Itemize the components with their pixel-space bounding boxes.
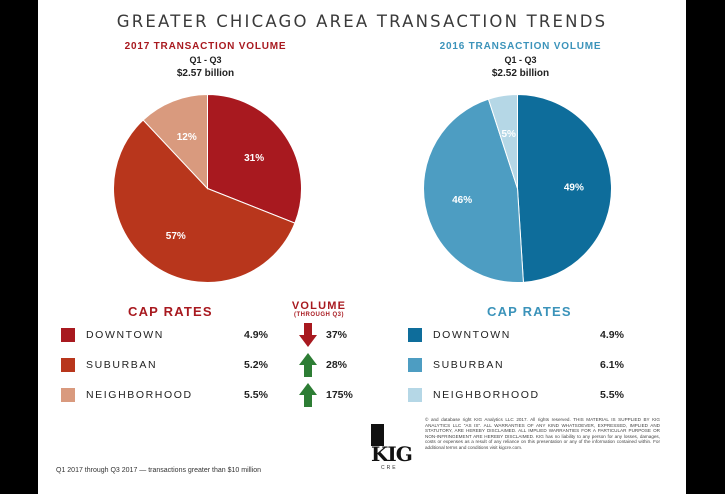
volume-change-value: 175% [326,389,353,401]
left-cap-rates-title: CAP RATES [128,304,213,319]
right-heading: 2016 TRANSACTION VOLUME [439,41,602,52]
suburban-swatch [61,358,75,372]
neighborhood-swatch [61,388,75,402]
pie-2016-slice-label-neighborhood: 5% [501,129,516,140]
logo-subtext: CRE [381,465,398,471]
suburban-swatch [408,358,422,372]
pie-chart-2016: 49% 46% 5% [423,93,612,283]
left-heading: 2017 TRANSACTION VOLUME [124,41,287,52]
volume-change-value: 37% [326,329,348,341]
right-total: $2.52 billion [491,68,550,79]
legend-row-suburban-2016: SUBURBAN 6.1% [408,357,638,377]
infographic-page: GREATER CHICAGO AREA TRANSACTION TRENDS … [38,0,686,494]
legend-row-suburban-2017: SUBURBAN 5.2% 28% [61,353,361,377]
legend-label: NEIGHBORHOOD [433,389,540,401]
right-period: Q1 - Q3 [504,55,537,65]
pie-chart-2017: 31% 57% 12% [113,93,302,283]
logo-text: KIG [371,442,413,466]
cap-rate-value: 5.5% [600,389,624,401]
pie-2017-slice-label-downtown: 31% [244,153,264,164]
downtown-swatch [408,328,422,342]
pie-2017-slice-suburban [113,119,296,283]
legend-label: DOWNTOWN [86,329,164,341]
pie-2017-slice-downtown [207,93,302,224]
legend-label: NEIGHBORHOOD [86,389,193,401]
legend-row-downtown-2017: DOWNTOWN 4.9% 37% [61,323,361,347]
legend-row-neighborhood-2017: NEIGHBORHOOD 5.5% 175% [61,383,361,407]
legal-disclaimer: © and database right KIG Analytics LLC 2… [425,417,660,450]
legend-row-neighborhood-2016: NEIGHBORHOOD 5.5% [408,387,638,407]
arrow-down-icon [299,323,317,347]
pie-2016-slice-suburban [423,98,524,283]
legend-row-downtown-2016: DOWNTOWN 4.9% [408,327,638,347]
arrow-up-icon [299,353,317,377]
volume-change-value: 28% [326,359,348,371]
downtown-swatch [61,328,75,342]
page-title: GREATER CHICAGO AREA TRANSACTION TRENDS [116,12,608,31]
volume-subtitle: (THROUGH Q3) [294,312,344,318]
pie-2016-slice-label-downtown: 49% [564,183,584,194]
cap-rate-value: 5.2% [244,359,268,371]
right-cap-rates-title: CAP RATES [487,304,572,319]
cap-rate-value: 6.1% [600,359,624,371]
cap-rate-value: 5.5% [244,389,268,401]
pie-2016-slice-label-suburban: 46% [452,195,472,206]
cap-rate-value: 4.9% [600,329,624,341]
footnote: Q1 2017 through Q3 2017 — transactions g… [56,467,262,474]
kig-logo: KIG CRE [371,424,415,474]
volume-title: VOLUME [291,300,347,312]
legend-label: SUBURBAN [433,359,505,371]
left-total: $2.57 billion [176,68,235,79]
pie-2017-slice-neighborhood [142,93,208,190]
neighborhood-swatch [408,388,422,402]
pie-2017-slice-label-suburban: 57% [166,231,186,242]
legend-label: DOWNTOWN [433,329,511,341]
arrow-up-icon [299,383,317,407]
left-period: Q1 - Q3 [189,55,222,65]
pie-2016-slice-neighborhood [487,93,518,189]
legend-label: SUBURBAN [86,359,158,371]
pie-2017-slice-label-neighborhood: 12% [177,132,197,143]
cap-rate-value: 4.9% [244,329,268,341]
pie-2016-slice-downtown [517,93,612,283]
